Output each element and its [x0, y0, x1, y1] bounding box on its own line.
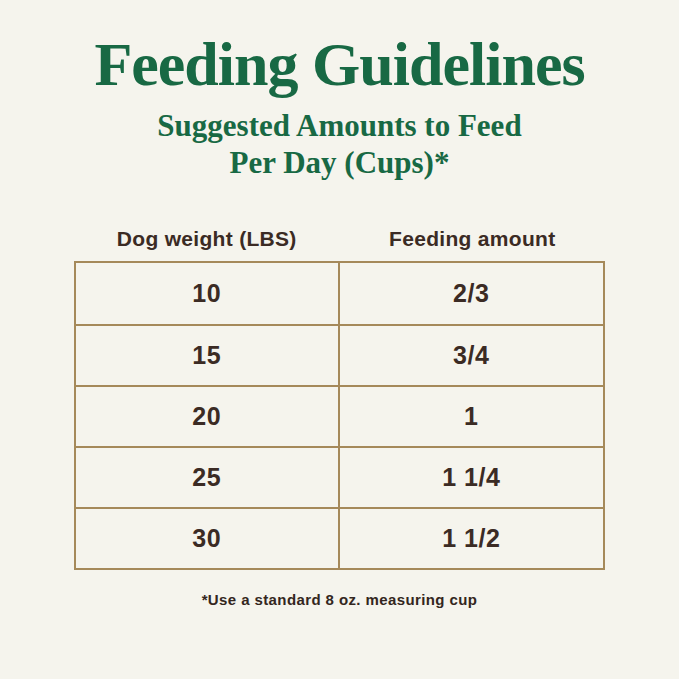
- feeding-amount-cell: 3/4: [340, 326, 604, 385]
- table-row: 15 3/4: [76, 324, 603, 385]
- page-title: Feeding Guidelines: [94, 30, 584, 98]
- feeding-table: 10 2/3 15 3/4 20 1 25 1 1/4 30 1 1/2: [74, 261, 605, 570]
- column-header-dog-weight: Dog weight (LBS): [74, 227, 340, 251]
- footnote: *Use a standard 8 oz. measuring cup: [202, 591, 478, 608]
- feeding-amount-cell: 1 1/2: [340, 509, 604, 568]
- feeding-amount-cell: 2/3: [340, 263, 604, 324]
- table-row: 30 1 1/2: [76, 507, 603, 568]
- dog-weight-cell: 20: [76, 387, 340, 446]
- column-header-feeding-amount: Feeding amount: [340, 227, 606, 251]
- table-header-row: Dog weight (LBS) Feeding amount: [74, 227, 605, 251]
- feeding-amount-cell: 1: [340, 387, 604, 446]
- dog-weight-cell: 15: [76, 326, 340, 385]
- feeding-guidelines-infographic: Feeding Guidelines Suggested Amounts to …: [0, 0, 679, 679]
- subtitle-line-1: Suggested Amounts to Feed: [157, 108, 521, 143]
- feeding-amount-cell: 1 1/4: [340, 448, 604, 507]
- dog-weight-cell: 30: [76, 509, 340, 568]
- dog-weight-cell: 10: [76, 263, 340, 324]
- subtitle-line-2: Per Day (Cups)*: [230, 145, 450, 180]
- table-row: 25 1 1/4: [76, 446, 603, 507]
- page-subtitle: Suggested Amounts to FeedPer Day (Cups)*: [157, 108, 521, 181]
- table-row: 10 2/3: [76, 263, 603, 324]
- dog-weight-cell: 25: [76, 448, 340, 507]
- table-row: 20 1: [76, 385, 603, 446]
